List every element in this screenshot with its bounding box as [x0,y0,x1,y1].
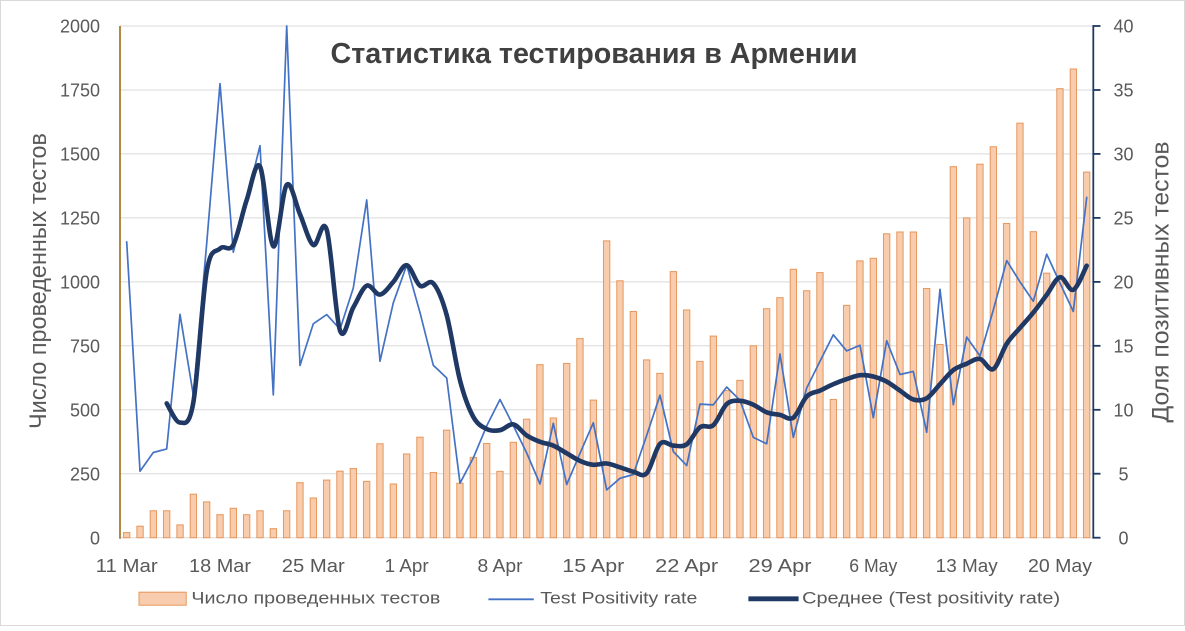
svg-text:Число проведенных тестов: Число проведенных тестов [191,590,440,608]
svg-text:20 May: 20 May [1028,556,1092,576]
svg-text:22 Apr: 22 Apr [655,556,718,576]
svg-text:20: 20 [1113,273,1133,293]
svg-text:25: 25 [1113,209,1133,229]
svg-text:1000: 1000 [60,273,100,293]
svg-text:Доля позитивных тестов: Доля позитивных тестов [1148,142,1175,423]
svg-text:Test Positivity rate: Test Positivity rate [540,590,697,608]
svg-text:15: 15 [1113,336,1133,356]
svg-text:29 Apr: 29 Apr [749,556,812,576]
svg-text:35: 35 [1113,81,1133,101]
svg-text:0: 0 [1118,528,1128,548]
svg-text:Число проведенных тестов: Число проведенных тестов [25,133,52,429]
svg-text:750: 750 [70,336,100,356]
svg-text:1750: 1750 [60,81,100,101]
svg-text:6 May: 6 May [849,556,897,576]
svg-text:500: 500 [70,400,100,420]
svg-text:18 Mar: 18 Mar [189,556,251,576]
svg-text:2000: 2000 [60,17,100,37]
svg-text:1250: 1250 [60,209,100,229]
svg-text:13 May: 13 May [936,556,998,576]
svg-text:15 Apr: 15 Apr [562,556,624,576]
svg-text:10: 10 [1113,400,1133,420]
svg-text:Статистика тестирования в Арме: Статистика тестирования в Армении [331,38,858,70]
svg-text:40: 40 [1113,17,1133,37]
svg-text:8 Apr: 8 Apr [478,556,523,576]
svg-text:Среднее (Test positivity rate): Среднее (Test positivity rate) [802,590,1060,608]
svg-text:0: 0 [90,528,100,548]
svg-text:11 Mar: 11 Mar [96,556,158,576]
svg-text:30: 30 [1113,145,1133,165]
svg-text:1500: 1500 [60,145,100,165]
svg-text:250: 250 [70,464,100,484]
svg-text:1 Apr: 1 Apr [385,556,429,576]
svg-text:5: 5 [1118,464,1128,484]
svg-text:25 Mar: 25 Mar [282,556,345,576]
